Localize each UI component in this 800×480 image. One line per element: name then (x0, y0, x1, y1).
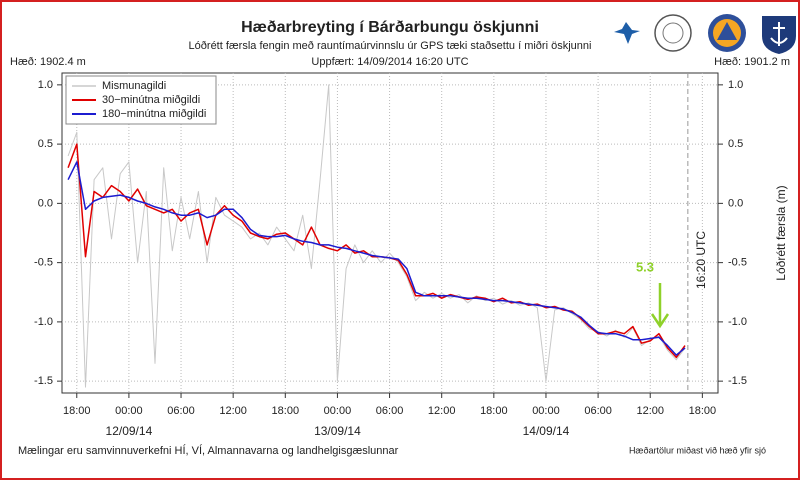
y-tick-label: 0.5 (38, 138, 53, 150)
x-tick-label: 00:00 (324, 405, 352, 417)
y2-axis-label: Lóðrétt færsla (m) (774, 185, 788, 280)
legend-label: 180−minútna miðgildi (102, 108, 206, 120)
x-tick-label: 06:00 (584, 405, 612, 417)
y2-tick-label: -0.5 (728, 257, 747, 269)
y-tick-label: -0.5 (34, 257, 53, 269)
date-label: 13/09/14 (314, 424, 361, 438)
x-tick-label: 18:00 (63, 405, 91, 417)
logo-anchor (770, 22, 788, 46)
logo-university-inner (662, 22, 684, 44)
y2-tick-label: -1.0 (728, 316, 747, 328)
chart-subtitle: Lóðrétt færsla fengin með rauntímaúrvinn… (189, 40, 592, 52)
annotation-arrow (650, 283, 670, 329)
y-tick-label: 1.0 (38, 79, 53, 91)
x-tick-label: 00:00 (532, 405, 560, 417)
footer-right: Hæðartölur miðast við hæð yfir sjó (629, 445, 766, 455)
date-label: 12/09/14 (106, 424, 153, 438)
logo-star (614, 22, 640, 44)
y2-tick-label: 0.0 (728, 197, 743, 209)
y-tick-label: -1.5 (34, 375, 53, 387)
x-tick-label: 06:00 (167, 405, 195, 417)
x-tick-label: 00:00 (115, 405, 143, 417)
series-line (67, 161, 686, 356)
x-tick-label: 18:00 (480, 405, 508, 417)
y2-tick-label: 1.0 (728, 79, 743, 91)
logo-university (654, 14, 692, 52)
y-tick-label: 0.0 (38, 197, 53, 209)
right-height: Hæð: 1901.2 m (714, 56, 790, 68)
updated-label: Uppfært: 14/09/2014 16:20 UTC (311, 56, 468, 68)
chart-title: Hæðarbreyting í Bárðarbungu öskjunni (241, 19, 539, 36)
x-tick-label: 18:00 (272, 405, 300, 417)
x-tick-label: 06:00 (376, 405, 404, 417)
data (67, 73, 689, 393)
logos (614, 14, 796, 54)
footer-left: Mælingar eru samvinnuverkefni HÍ, VÍ, Al… (18, 444, 399, 457)
x-tick-label: 12:00 (428, 405, 456, 417)
legend-label: Mismunagildi (102, 80, 166, 92)
x-tick-label: 18:00 (689, 405, 717, 417)
legend-label: 30−minútna miðgildi (102, 94, 200, 106)
now-label: 16:20 UTC (694, 231, 708, 289)
x-tick-label: 12:00 (219, 405, 247, 417)
left-height: Hæð: 1902.4 m (10, 56, 86, 68)
logo-civil-triangle (717, 22, 737, 40)
axes: 1.0 1.0 0.5 0.5 0.0 0.0 -0.5 -0.5 -1.0 -1.0 -1.5 -1… (34, 75, 747, 438)
date-label: 14/09/14 (523, 424, 570, 438)
y2-tick-label: 0.5 (728, 138, 743, 150)
y2-tick-label: -1.5 (728, 375, 747, 387)
annotation: 5.3 (636, 259, 654, 274)
x-tick-label: 12:00 (636, 405, 664, 417)
y-tick-label: -1.0 (34, 316, 53, 328)
